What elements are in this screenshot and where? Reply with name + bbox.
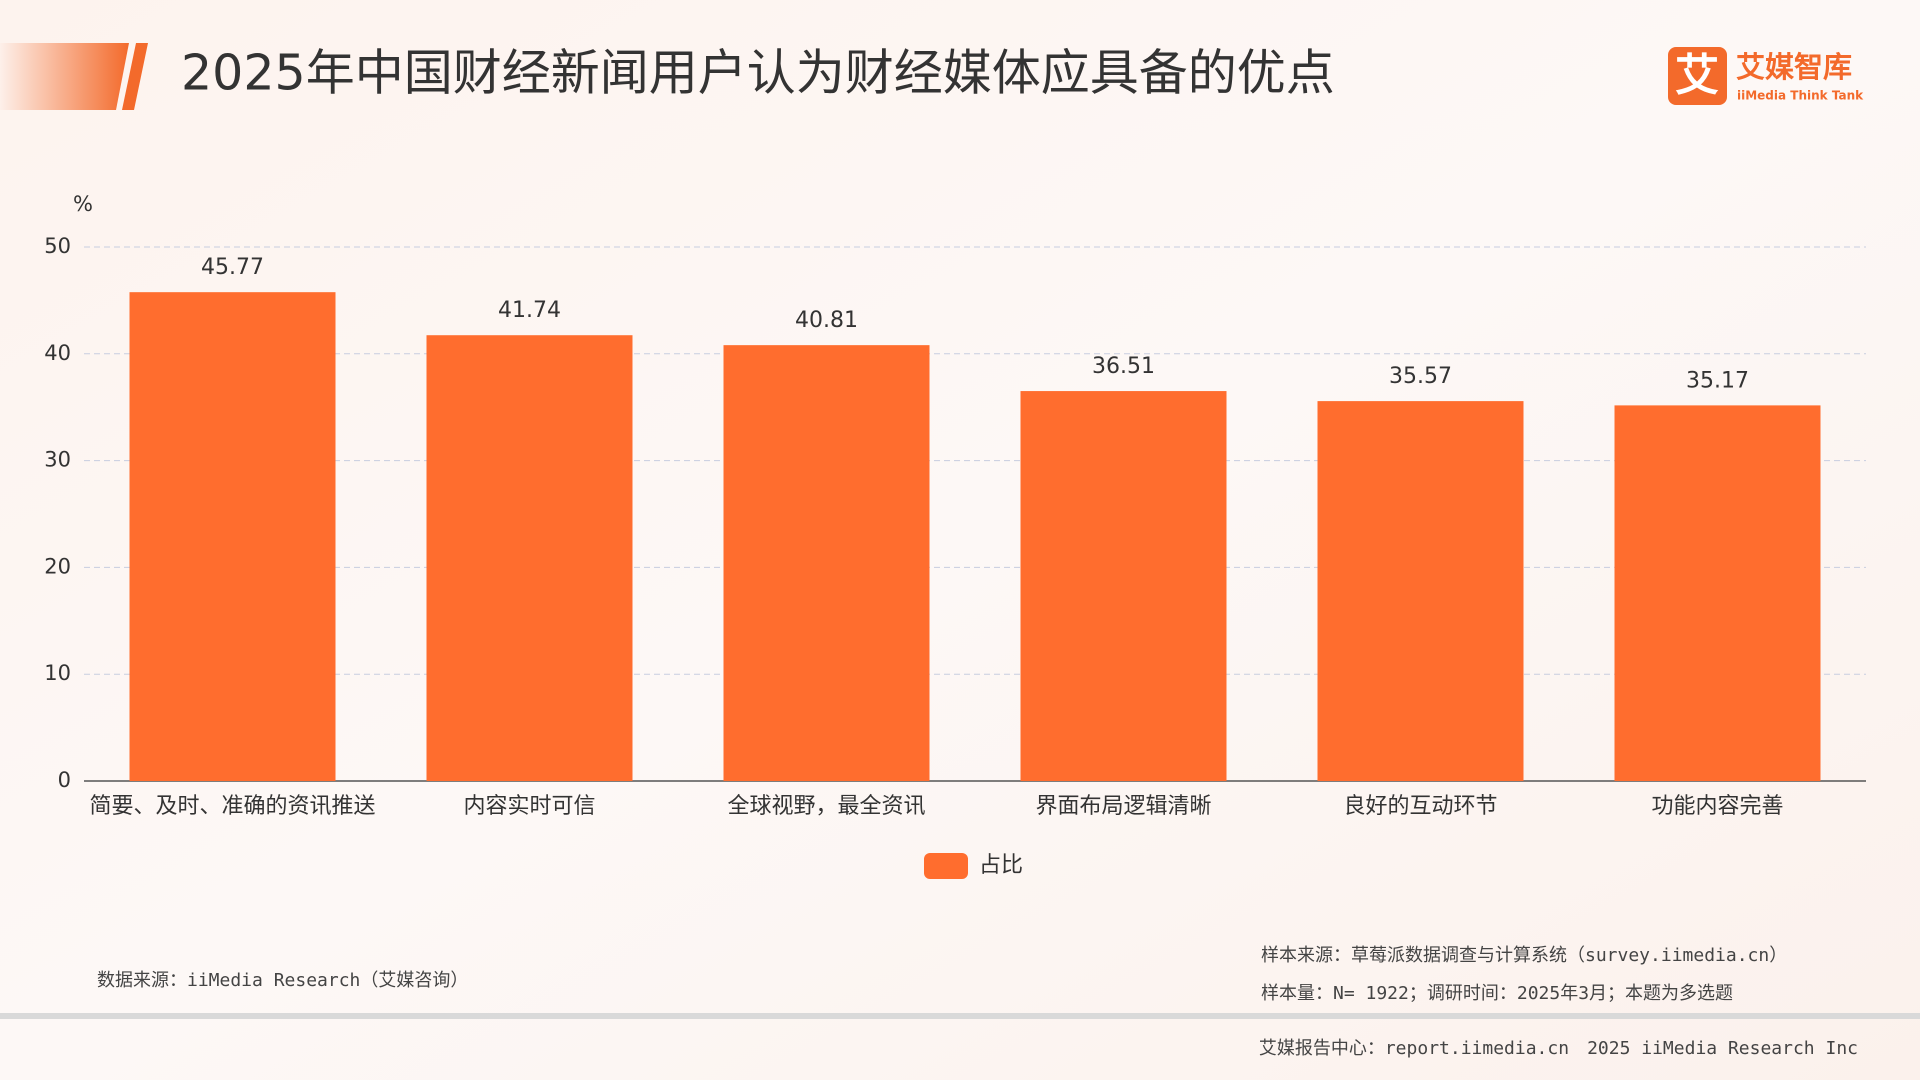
x-tick-label: 全球视野，最全资讯 xyxy=(727,794,925,819)
source: 数据来源：iiMedia Research（艾媒咨询） xyxy=(97,970,468,991)
bar xyxy=(1020,391,1227,781)
logo-name: 艾媒智库 xyxy=(1736,50,1852,84)
y-unit: % xyxy=(73,192,93,216)
x-tick-label: 简要、及时、准确的资讯推送 xyxy=(89,794,375,819)
bar xyxy=(723,345,930,781)
bar xyxy=(129,292,336,781)
separator xyxy=(0,1013,1920,1019)
title-decoration xyxy=(122,43,148,110)
y-tick-label: 30 xyxy=(44,448,71,472)
value-label: 36.51 xyxy=(1092,354,1155,379)
y-tick-label: 0 xyxy=(58,768,71,792)
sample-size: 样本量：N= 1922；调研时间：2025年3月；本题为多选题 xyxy=(1261,983,1733,1004)
y-tick-label: 40 xyxy=(44,341,71,365)
legend-label: 占比 xyxy=(979,853,1023,878)
logo-mark-text: 艾 xyxy=(1675,50,1719,101)
y-tick-label: 20 xyxy=(44,554,71,578)
x-tick-label: 内容实时可信 xyxy=(463,794,595,819)
value-label: 35.17 xyxy=(1686,368,1749,393)
title-decoration xyxy=(0,43,129,110)
y-tick-label: 50 xyxy=(44,234,71,258)
x-tick-label: 功能内容完善 xyxy=(1651,794,1783,819)
sample-source: 样本来源：草莓派数据调查与计算系统（survey.iimedia.cn） xyxy=(1261,945,1787,966)
report-center: 艾媒报告中心：report.iimedia.cn 2025 iiMedia Re… xyxy=(1259,1038,1858,1059)
logo-mark xyxy=(1668,47,1727,105)
y-tick-label: 10 xyxy=(44,661,71,685)
legend-swatch xyxy=(924,853,968,879)
logo-sub: iiMedia Think Tank xyxy=(1737,89,1864,103)
value-label: 45.77 xyxy=(201,255,264,280)
value-label: 41.74 xyxy=(498,298,561,323)
plot: 0 10 20 30 40 50 简要、及时、准确的资讯推送 内容实时可信 全球视野，最全资讯 界… xyxy=(44,234,1866,879)
value-label: 40.81 xyxy=(795,308,858,333)
x-tick-label: 界面布局逻辑清晰 xyxy=(1035,794,1211,819)
bar xyxy=(426,335,633,781)
value-label: 35.57 xyxy=(1389,364,1452,389)
bar xyxy=(1317,401,1524,781)
bar xyxy=(1614,405,1821,781)
x-tick-label: 良好的互动环节 xyxy=(1343,794,1497,819)
title: 2025年中国财经新闻用户认为财经媒体应具备的优点 xyxy=(181,45,1335,102)
